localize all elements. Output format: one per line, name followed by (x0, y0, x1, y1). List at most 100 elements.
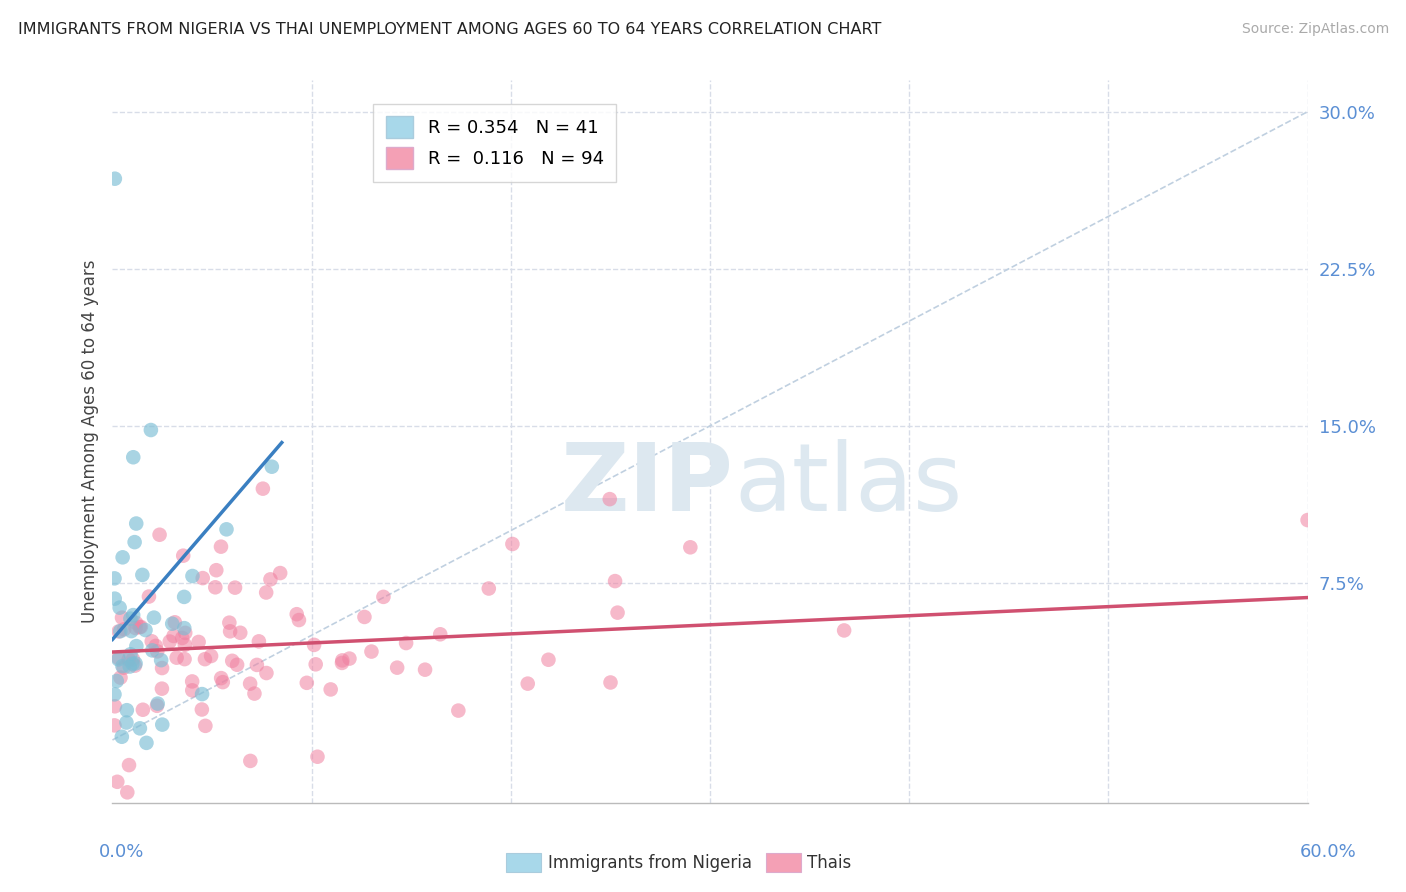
Point (219, 624, 242, 639)
Point (135, 736, 157, 750)
Point (105, 673, 128, 688)
Point (478, 582, 501, 596)
Point (360, 644, 382, 658)
Point (200, 648, 222, 663)
Point (111, 659, 134, 673)
Point (166, 650, 188, 665)
Point (150, 653, 173, 667)
Point (120, 648, 142, 662)
Point (112, 661, 135, 675)
Point (103, 571, 125, 585)
Point (118, 758, 141, 772)
Point (603, 574, 626, 588)
Point (124, 621, 146, 635)
Point (150, 681, 173, 696)
Point (172, 549, 194, 563)
Text: 0.0%: 0.0% (98, 843, 143, 861)
Point (307, 749, 329, 764)
Point (134, 623, 156, 637)
Point (218, 615, 240, 630)
Text: ZIP: ZIP (561, 439, 734, 531)
Point (599, 492, 621, 507)
Point (606, 606, 628, 620)
Point (124, 658, 146, 673)
Point (104, 591, 127, 606)
Point (150, 717, 173, 731)
Text: atlas: atlas (734, 439, 962, 531)
Point (252, 482, 274, 496)
Point (191, 702, 214, 716)
Point (125, 516, 148, 531)
Point (173, 652, 195, 666)
Point (108, 600, 131, 615)
Point (224, 581, 246, 595)
Point (229, 625, 252, 640)
Point (142, 610, 165, 624)
Point (191, 571, 214, 585)
Point (104, 699, 127, 714)
Point (129, 722, 152, 736)
Point (243, 687, 266, 701)
Point (599, 675, 621, 690)
Point (141, 643, 163, 657)
Point (172, 631, 194, 645)
Point (181, 683, 204, 698)
Point (103, 687, 125, 701)
Point (211, 675, 233, 690)
Point (107, 650, 129, 665)
Point (395, 636, 418, 650)
Point (118, 652, 141, 666)
Point (181, 674, 204, 689)
Point (191, 687, 214, 701)
Point (159, 634, 181, 648)
Point (150, 661, 173, 675)
Point (115, 703, 138, 717)
Point (124, 535, 146, 549)
Point (209, 671, 232, 685)
Point (120, 624, 142, 639)
Point (125, 639, 148, 653)
Point (501, 537, 523, 551)
Point (319, 682, 342, 697)
Point (111, 610, 134, 624)
Point (288, 613, 311, 627)
Point (353, 610, 375, 624)
Point (105, 774, 128, 789)
Point (139, 423, 162, 437)
Y-axis label: Unemployment Among Ages 60 to 64 years: Unemployment Among Ages 60 to 64 years (80, 260, 98, 624)
Point (239, 676, 262, 690)
Point (124, 657, 146, 671)
Point (537, 653, 560, 667)
Point (110, 624, 132, 639)
Point (285, 607, 308, 622)
Point (385, 660, 408, 674)
Point (107, 624, 129, 639)
Point (110, 671, 132, 685)
Point (122, 608, 145, 623)
Point (194, 719, 217, 733)
Point (239, 754, 262, 768)
Point (173, 621, 195, 635)
Point (138, 590, 160, 604)
Point (120, 612, 142, 626)
Point (129, 620, 152, 634)
Point (246, 657, 269, 672)
Point (145, 639, 167, 653)
Text: Immigrants from Nigeria: Immigrants from Nigeria (548, 854, 752, 871)
Point (247, 634, 270, 648)
Point (373, 590, 395, 604)
Point (118, 659, 141, 673)
Point (111, 730, 134, 744)
Point (112, 622, 135, 636)
Point (447, 704, 470, 718)
Point (194, 652, 217, 666)
Point (413, 663, 436, 677)
Point (832, 624, 855, 638)
Point (1296, 513, 1319, 527)
Point (269, 566, 291, 580)
Point (117, 785, 139, 799)
Point (295, 675, 318, 690)
Point (330, 653, 353, 667)
Point (215, 522, 238, 536)
Point (162, 616, 183, 631)
